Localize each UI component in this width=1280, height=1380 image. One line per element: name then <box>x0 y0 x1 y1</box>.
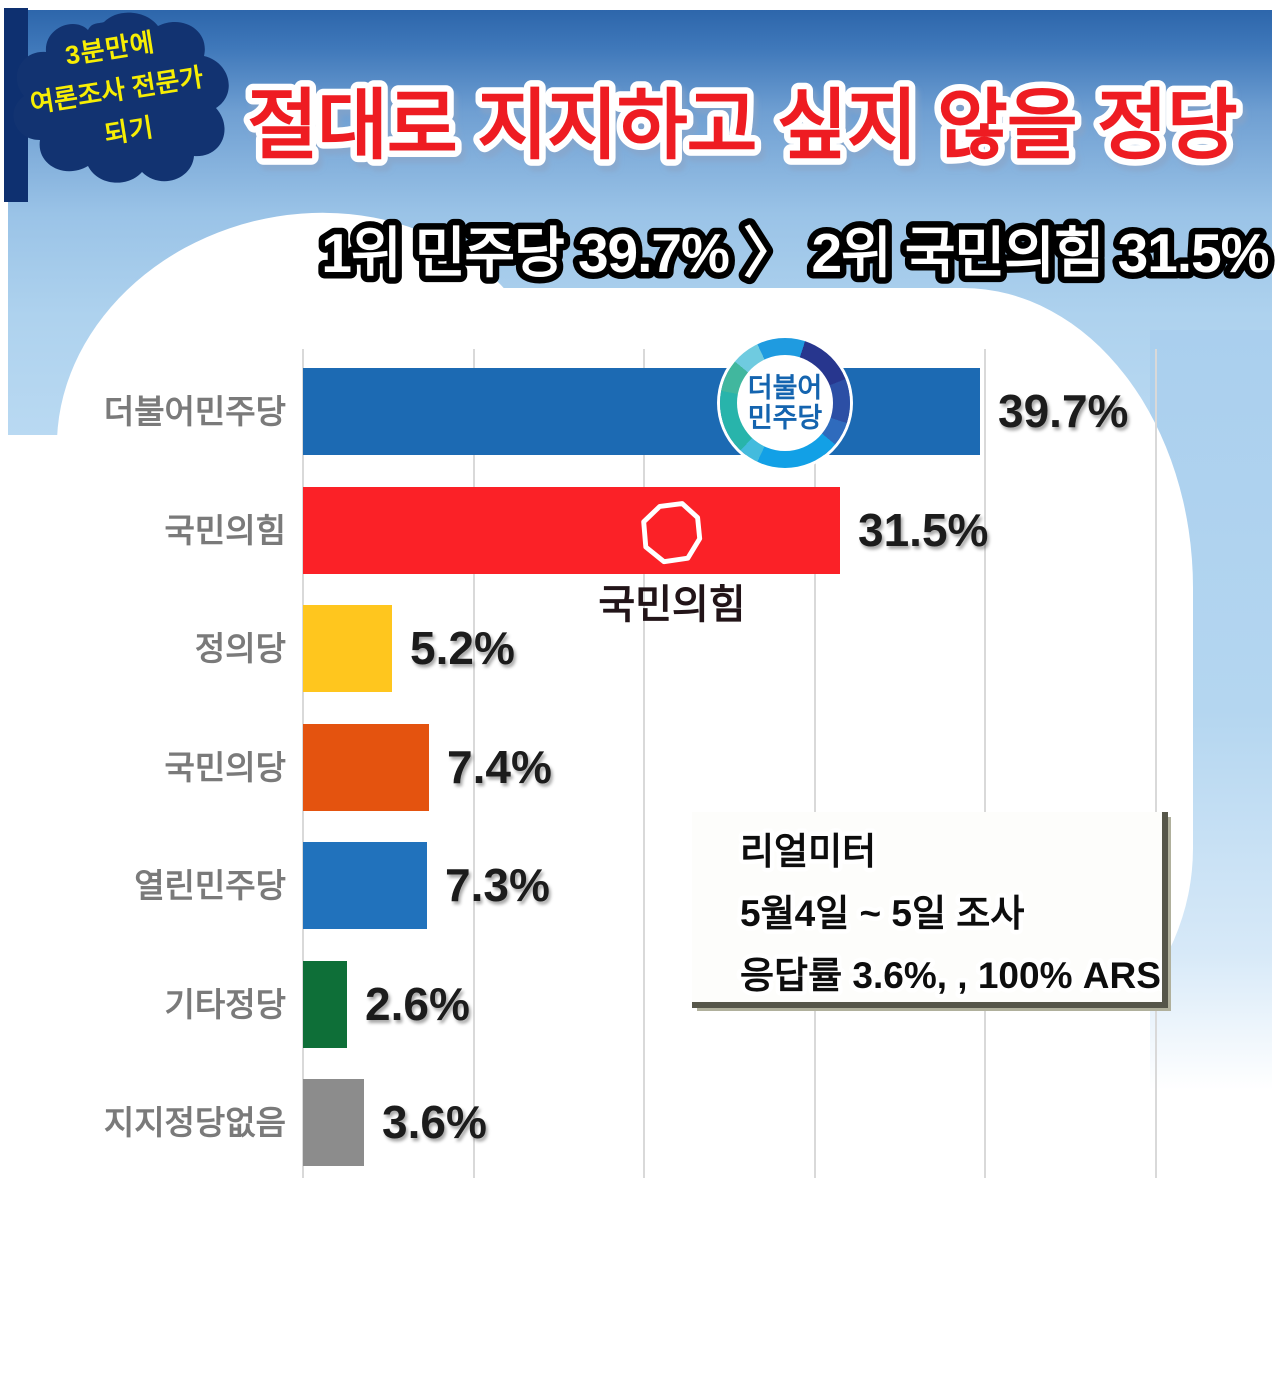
ppp-party-logo <box>641 501 703 565</box>
minjoo-party-logo: 더불어 민주당 <box>720 338 850 468</box>
value-label-3: 7.4% <box>447 741 552 793</box>
value-label-1: 31.5% <box>858 504 989 556</box>
bar-3 <box>303 724 429 811</box>
gridline-50 <box>1155 349 1157 1178</box>
category-label-3: 국민의당 <box>164 749 286 786</box>
source-line-1: 리얼미터 <box>740 831 876 872</box>
category-label-1: 국민의힘 <box>164 512 286 549</box>
value-label-0: 39.7% <box>998 385 1129 437</box>
value-label-6: 3.6% <box>382 1096 487 1148</box>
bar-2 <box>303 605 392 692</box>
gridline-40 <box>984 349 986 1178</box>
gridline-10 <box>473 349 475 1178</box>
value-label-4: 7.3% <box>445 859 550 911</box>
gridline-20 <box>643 349 645 1178</box>
minjoo-logo-inner-circle: 더불어 민주당 <box>737 355 833 451</box>
survey-source-box: 리얼미터 5월4일 ~ 5일 조사 응답률 3.6%, , 100% ARS조사 <box>692 812 1234 1008</box>
category-label-0: 더불어민주당 <box>103 393 286 430</box>
bar-6 <box>303 1079 364 1166</box>
badge-blob: 3분만에 여론조사 전문가 되기 <box>13 12 229 183</box>
bar-5 <box>303 961 347 1048</box>
category-label-6: 지지정당없음 <box>103 1104 286 1141</box>
subtitle-banner: 1위 민주당 39.7% 〉 2위 국민의힘 31.5% <box>315 216 1276 291</box>
category-label-5: 기타정당 <box>164 986 286 1023</box>
bar-1 <box>303 487 840 574</box>
value-label-5: 2.6% <box>365 978 470 1030</box>
page-subtitle: 1위 민주당 39.7% 〉 2위 국민의힘 31.5% <box>321 222 1268 284</box>
minjoo-logo-text-1: 더불어 <box>747 372 823 403</box>
page-title: 절대로 지지하고 싶지 않을 정당 <box>247 83 1237 169</box>
badge-blob-shape <box>13 12 229 183</box>
ppp-logo-shape <box>641 501 703 565</box>
source-line-2: 5월4일 ~ 5일 조사 <box>740 893 1024 934</box>
gridline-30 <box>814 349 816 1178</box>
title-banner: 절대로 지지하고 싶지 않을 정당 <box>241 77 1245 176</box>
category-label-2: 정의당 <box>194 630 286 667</box>
survey-source-text: 리얼미터 5월4일 ~ 5일 조사 응답률 3.6%, , 100% ARS조사 <box>736 827 1234 1001</box>
minjoo-logo-text-2: 민주당 <box>747 403 823 433</box>
value-label-2: 5.2% <box>410 622 515 674</box>
source-line-3: 응답률 3.6%, , 100% ARS조사 <box>740 955 1162 996</box>
bar-0 <box>303 368 980 455</box>
category-label-4: 열린민주당 <box>134 867 286 904</box>
ppp-logo-label: 국민의힘 <box>598 583 746 627</box>
bar-4 <box>303 842 427 929</box>
